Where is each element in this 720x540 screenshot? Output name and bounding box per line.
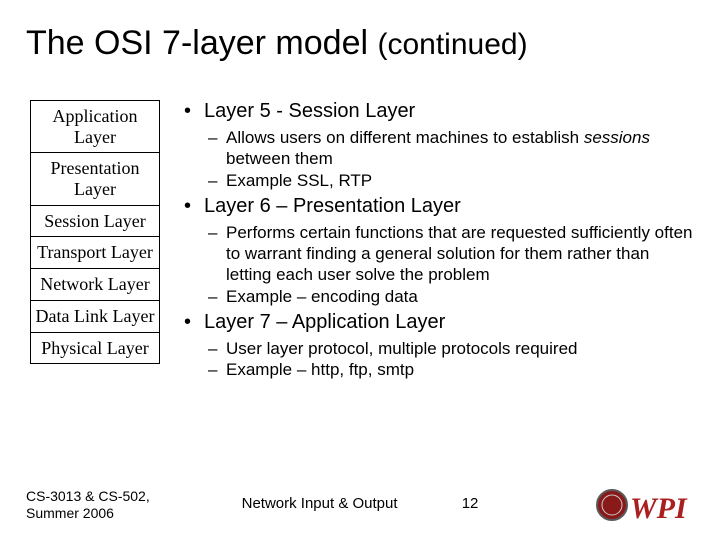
bullet-level2: Allows users on different machines to es… <box>204 127 698 170</box>
osi-layer-cell: Application Layer <box>31 101 159 153</box>
bullet-level2: Example – encoding data <box>204 286 698 307</box>
bullet-level2: Example – http, ftp, smtp <box>204 359 698 380</box>
osi-layer-cell: Session Layer <box>31 206 159 238</box>
bullet-level2: Example SSL, RTP <box>204 170 698 191</box>
osi-layer-cell: Network Layer <box>31 269 159 301</box>
osi-layer-cell: Physical Layer <box>31 333 159 364</box>
bullet-content: Layer 5 - Session LayerAllows users on d… <box>178 98 698 382</box>
bullet-level1: Layer 5 - Session Layer <box>178 98 698 125</box>
emphasis: sessions <box>584 128 650 147</box>
bullet-level1: Layer 6 – Presentation Layer <box>178 193 698 220</box>
sub-list: Allows users on different machines to es… <box>204 127 698 191</box>
svg-text:WPI: WPI <box>630 492 688 524</box>
bullet-level2: User layer protocol, multiple protocols … <box>204 338 698 359</box>
sub-list: Performs certain functions that are requ… <box>204 222 698 307</box>
page-number: 12 <box>462 495 479 512</box>
osi-layer-cell: Transport Layer <box>31 237 159 269</box>
logo-wpi: WPI <box>596 486 696 524</box>
footer-title: Network Input & Output <box>242 495 398 512</box>
osi-layer-cell: Presentation Layer <box>31 153 159 205</box>
osi-layer-cell: Data Link Layer <box>31 301 159 333</box>
bullet-level1: Layer 7 – Application Layer <box>178 309 698 336</box>
page-title: The OSI 7-layer model (continued) <box>26 24 528 63</box>
osi-layer-stack: Application LayerPresentation LayerSessi… <box>30 100 160 364</box>
bullet-level2: Performs certain functions that are requ… <box>204 222 698 286</box>
title-main: The OSI 7-layer model <box>26 24 377 62</box>
sub-list: User layer protocol, multiple protocols … <box>204 338 698 381</box>
top-list: Layer 5 - Session LayerAllows users on d… <box>178 98 698 380</box>
title-continued: (continued) <box>377 28 527 61</box>
